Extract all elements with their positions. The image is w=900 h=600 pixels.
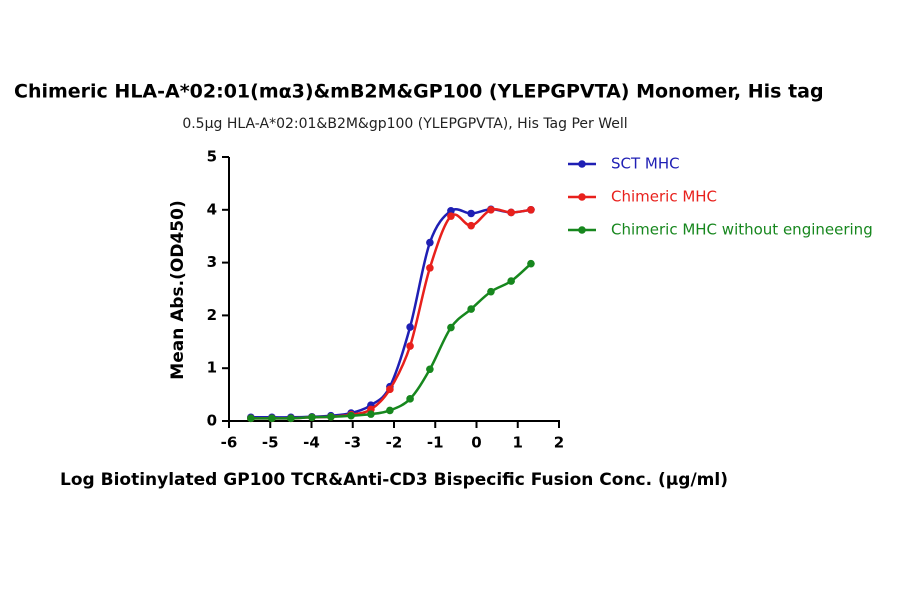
- data-point: [426, 264, 434, 272]
- chart-title: Chimeric HLA-A*02:01(mα3)&mB2M&GP100 (YL…: [14, 81, 824, 103]
- data-point: [247, 414, 255, 423]
- x-tick-label: -4: [303, 434, 320, 452]
- y-tick-label: 0: [207, 412, 217, 430]
- x-tick-label: 0: [471, 434, 481, 452]
- data-point: [386, 385, 394, 394]
- x-axis-label: Log Biotinylated GP100 TCR&Anti-CD3 Bisp…: [60, 470, 728, 490]
- data-point: [487, 206, 495, 214]
- y-tick-label: 1: [207, 359, 217, 377]
- legend-marker: [578, 193, 586, 201]
- legend-label: Chimeric MHC: [611, 188, 717, 206]
- x-tick-label: -3: [344, 434, 361, 452]
- x-tick-label: -5: [262, 434, 279, 452]
- legend-label: Chimeric MHC without engineering: [611, 221, 873, 239]
- data-point: [406, 323, 414, 331]
- data-point: [268, 414, 276, 423]
- y-tick-label: 2: [207, 306, 217, 324]
- data-point: [527, 206, 535, 214]
- y-axis-label: Mean Abs.(OD450): [168, 200, 188, 379]
- series-line: [250, 262, 532, 420]
- x-tick-label: -1: [427, 434, 444, 452]
- x-tick-label: 1: [513, 434, 523, 452]
- data-point: [386, 406, 394, 415]
- data-point: [426, 238, 434, 247]
- data-point: [406, 395, 414, 403]
- data-point: [447, 207, 455, 215]
- data-point: [467, 221, 475, 230]
- legend-marker: [578, 160, 586, 168]
- data-point: [367, 410, 375, 418]
- legend-marker: [578, 226, 586, 234]
- data-point: [467, 209, 475, 218]
- data-point: [347, 411, 355, 420]
- data-point: [447, 323, 455, 332]
- chart-subtitle: 0.5μg HLA-A*02:01&B2M&gp100 (YLEPGPVTA),…: [182, 116, 627, 132]
- x-tick-label: -6: [221, 434, 238, 452]
- data-point: [467, 305, 475, 313]
- x-tick-label: 2: [554, 434, 564, 452]
- x-tick-label: -2: [386, 434, 403, 452]
- y-tick-label: 5: [207, 148, 217, 166]
- data-point: [308, 413, 316, 422]
- data-point: [287, 414, 295, 423]
- data-point: [447, 212, 455, 220]
- y-tick-label: 3: [207, 253, 217, 271]
- y-tick-label: 4: [207, 200, 217, 218]
- data-point: [327, 412, 335, 421]
- data-point: [507, 208, 515, 217]
- data-point: [406, 342, 414, 350]
- data-point: [426, 365, 434, 374]
- data-point: [527, 259, 535, 268]
- legend-label: SCT MHC: [611, 155, 680, 173]
- data-point: [507, 277, 515, 285]
- data-point: [487, 287, 495, 296]
